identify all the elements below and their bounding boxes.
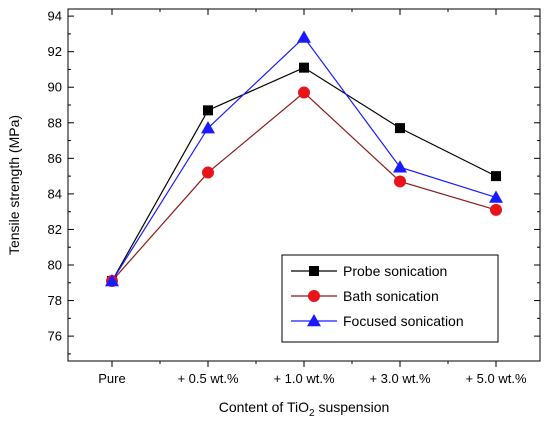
series-1-point	[395, 123, 405, 134]
y-tick-label: 78	[48, 293, 62, 308]
x-axis: Pure + 0.5 wt.% + 1.0 wt.% + 3.0 wt.% + 5.0 …	[98, 9, 527, 386]
legend-label-3: Focused sonication	[343, 313, 464, 329]
series-2-point	[202, 166, 214, 179]
y-tick-label: 86	[48, 151, 62, 166]
x-tick-label: + 1.0 wt.%	[273, 371, 334, 386]
legend-label-2: Bath sonication	[343, 288, 439, 304]
legend-marker-2	[308, 290, 320, 302]
series-1-point	[491, 171, 501, 182]
series-3-point	[393, 160, 407, 173]
series-1-point	[299, 62, 309, 73]
series-2-point	[394, 175, 406, 188]
y-tick-label: 82	[48, 222, 62, 237]
x-tick-label: + 0.5 wt.%	[177, 371, 238, 386]
x-tick-label: + 3.0 wt.%	[369, 371, 430, 386]
x-tick-label: + 5.0 wt.%	[465, 371, 526, 386]
legend: Probe sonication Bath sonication Focused s…	[281, 254, 499, 343]
legend-label-1: Probe sonication	[343, 263, 447, 279]
x-tick-label: Pure	[98, 371, 125, 386]
y-tick-label: 94	[48, 9, 62, 24]
series-3-point	[489, 190, 503, 203]
series-3-point	[201, 121, 215, 134]
series-2-point	[298, 86, 310, 99]
series-2-point	[490, 203, 502, 216]
y-axis-title: Tensile strength (MPa)	[6, 115, 22, 255]
legend-marker-3	[307, 314, 321, 327]
series-3-point	[105, 274, 119, 287]
y-tick-label: 90	[48, 80, 62, 95]
series-layer	[105, 30, 503, 287]
x-axis-title-subscript: 2	[309, 408, 315, 419]
y-tick-label: 80	[48, 258, 62, 273]
x-axis-title-part-2: suspension	[315, 399, 390, 415]
legend-marker-1	[309, 266, 319, 276]
x-axis-title: Content of TiO2 suspension	[219, 399, 390, 419]
x-axis-title-part-1: Content of TiO	[219, 399, 309, 415]
y-axis: 76 78 80 82 84 86 88 90 92 94	[48, 9, 540, 355]
y-tick-label: 76	[48, 329, 62, 344]
y-tick-label: 84	[48, 186, 62, 201]
series-3-point	[297, 30, 311, 43]
y-tick-label: 92	[48, 44, 62, 59]
y-tick-label: 88	[48, 115, 62, 130]
series-1-point	[203, 105, 213, 116]
